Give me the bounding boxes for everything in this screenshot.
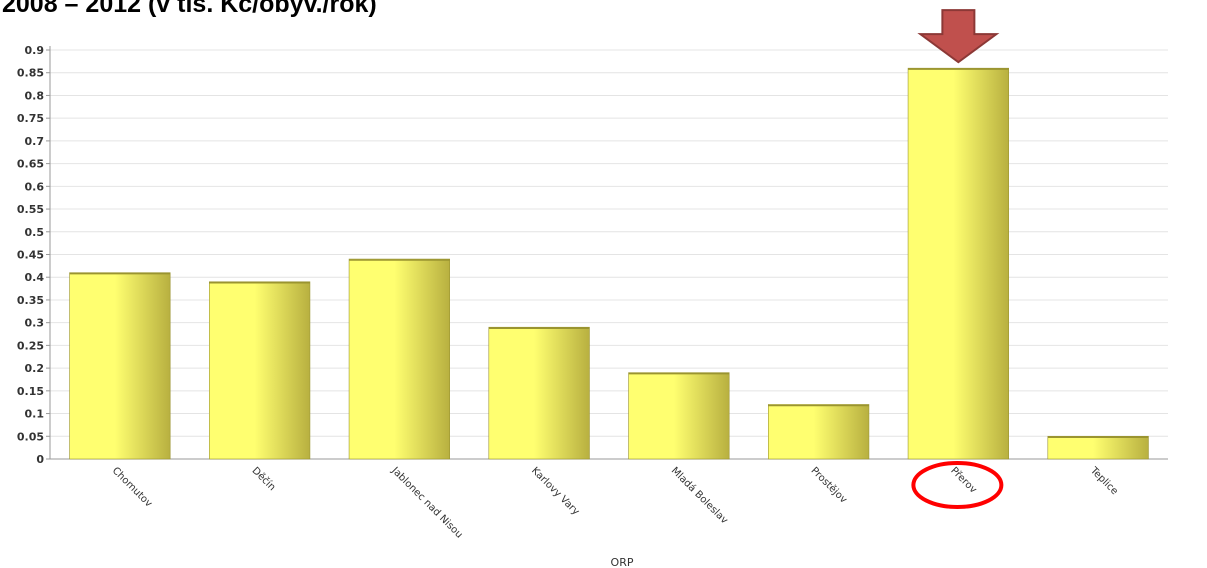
y-tick-label: 0.35 bbox=[17, 294, 44, 307]
x-category-label: Karlovy Vary bbox=[529, 465, 581, 517]
bar-prerov bbox=[907, 67, 1009, 460]
y-tick-label: 0.6 bbox=[25, 180, 45, 193]
x-category-label: Prostějov bbox=[809, 465, 850, 506]
y-tick-label: 0.45 bbox=[17, 249, 44, 262]
x-category-label: Jablonec nad Nisou bbox=[389, 465, 465, 541]
y-tick-label: 0.3 bbox=[25, 317, 45, 330]
x-axis-title: ORP bbox=[611, 556, 634, 568]
bars bbox=[69, 67, 1149, 460]
y-tick-label: 0.5 bbox=[25, 226, 45, 239]
x-category-label: Teplice bbox=[1087, 465, 1120, 498]
highlight-circle bbox=[911, 461, 1004, 509]
annotations bbox=[911, 9, 1004, 509]
y-tick-label: 0.85 bbox=[17, 67, 44, 80]
x-category-label: Děčín bbox=[250, 465, 279, 494]
y-tick-label: 0.9 bbox=[25, 44, 45, 57]
y-tick-label: 0 bbox=[36, 453, 44, 466]
x-category-label: Mladá Boleslav bbox=[669, 465, 731, 527]
y-tick-label: 0.1 bbox=[25, 408, 45, 421]
y-tick-label: 0.15 bbox=[17, 385, 44, 398]
y-tick-label: 0.7 bbox=[25, 135, 45, 148]
bar-jablonec-nad-nisou bbox=[348, 258, 450, 460]
bar-decin bbox=[209, 281, 311, 460]
bar-prostejov bbox=[768, 404, 870, 460]
arrow-down-icon bbox=[917, 9, 1000, 64]
bar-karlovy-vary bbox=[488, 326, 590, 460]
x-category-label: Chomutov bbox=[110, 465, 154, 509]
y-tick-label: 0.8 bbox=[25, 89, 45, 102]
y-tick-label: 0.2 bbox=[25, 362, 45, 375]
y-tick-label: 0.4 bbox=[25, 271, 45, 284]
y-tick-label: 0.25 bbox=[17, 339, 44, 352]
bar-chomutov bbox=[69, 272, 171, 460]
y-tick-label: 0.55 bbox=[17, 203, 44, 216]
y-tick-label: 0.05 bbox=[17, 430, 44, 443]
y-tick-label: 0.75 bbox=[17, 112, 44, 125]
x-category-label: Přerov bbox=[948, 465, 979, 496]
y-tick-label: 0.65 bbox=[17, 158, 44, 171]
bar-teplice bbox=[1047, 435, 1149, 460]
chart-title: 2008 – 2012 (v tis. Kč/obyv./rok) bbox=[2, 0, 377, 18]
bar-mlada-boleslav bbox=[628, 372, 730, 460]
